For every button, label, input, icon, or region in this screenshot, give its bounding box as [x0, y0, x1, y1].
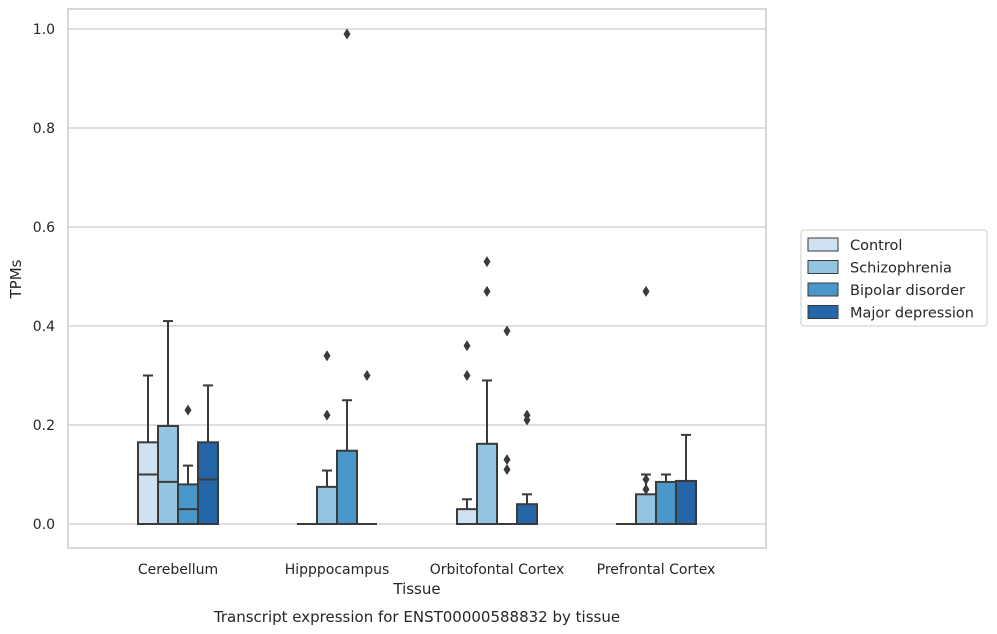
box-bipolar-disorder: [497, 325, 517, 525]
legend-label: Control: [850, 238, 902, 254]
outlier-point: [184, 404, 192, 416]
legend-label: Major depression: [850, 306, 974, 322]
y-tick-label: 0.6: [33, 220, 55, 236]
outlier-point: [503, 464, 511, 476]
legend-label: Bipolar disorder: [850, 283, 965, 299]
legend-swatch: [807, 282, 839, 297]
box-bipolar-disorder: [655, 473, 677, 525]
outlier-point: [642, 483, 650, 495]
x-tick-label: Cerebellum: [138, 562, 218, 578]
box-body: [635, 493, 657, 525]
box-bipolar-disorder: [336, 28, 358, 525]
box-body: [456, 508, 478, 525]
x-tick-label: Hipppocampus: [285, 562, 390, 578]
outlier-point: [483, 285, 491, 297]
chart-caption: Transcript expression for ENST0000058883…: [213, 608, 620, 626]
box-schizophrenia: [316, 350, 338, 525]
y-tick-label: 0.0: [33, 517, 55, 533]
outlier-point: [363, 370, 371, 381]
legend-swatch: [807, 305, 839, 319]
outlier-point: [642, 285, 650, 297]
y-tick-label: 0.8: [33, 121, 55, 137]
box-body: [137, 441, 159, 526]
legend-swatch: [807, 237, 839, 252]
outlier-point: [483, 256, 491, 268]
y-axis-ticks: 0.0 0.2 0.4 0.6 0.8 1.0: [33, 22, 55, 533]
box-control: [137, 374, 159, 526]
x-axis-ticks: Cerebellum Hipppocampus Orbitofontal Corte…: [138, 562, 715, 578]
outlier-point: [463, 370, 471, 381]
box-body: [476, 442, 498, 525]
y-tick-label: 0.4: [33, 319, 55, 335]
x-tick-label: Prefrontal Cortex: [597, 562, 716, 578]
legend-label: Schizophrenia: [850, 261, 952, 277]
outlier-point: [323, 350, 331, 362]
box-body: [197, 441, 219, 526]
box-schizophrenia: [476, 256, 498, 525]
outlier-point: [503, 325, 511, 337]
x-tick-label: Orbitofontal Cortex: [430, 562, 565, 578]
box-body: [336, 449, 358, 525]
box-plots: [137, 28, 697, 526]
legend: Control Schizophrenia Bipolar disorder Majo…: [800, 229, 988, 327]
outlier-point: [463, 340, 471, 352]
box-major-depression: [357, 370, 377, 525]
box-body: [675, 479, 697, 525]
outlier-point: [523, 414, 531, 426]
legend-frame: [800, 229, 988, 327]
box-body: [516, 503, 538, 526]
outlier-point: [503, 454, 511, 466]
y-axis-label: TPMs: [7, 259, 25, 299]
y-tick-label: 0.2: [33, 418, 55, 434]
outlier-point: [343, 28, 351, 40]
box-body: [316, 485, 338, 525]
box-control: [456, 340, 478, 525]
box-body: [655, 480, 677, 525]
outlier-point: [323, 409, 331, 421]
box-major-depression: [516, 409, 538, 526]
x-axis-label: Tissue: [392, 580, 440, 598]
box-major-depression: [197, 384, 219, 526]
box-bipolar-disorder: [177, 404, 199, 525]
outlier-point: [642, 473, 650, 485]
box-body: [157, 424, 179, 525]
box-schizophrenia: [157, 320, 179, 525]
y-tick-label: 1.0: [33, 22, 55, 38]
legend-swatch: [807, 260, 839, 274]
box-major-depression: [675, 433, 697, 525]
box-body: [177, 483, 199, 525]
plot-frame: [67, 8, 767, 549]
box-schizophrenia: [635, 285, 657, 525]
